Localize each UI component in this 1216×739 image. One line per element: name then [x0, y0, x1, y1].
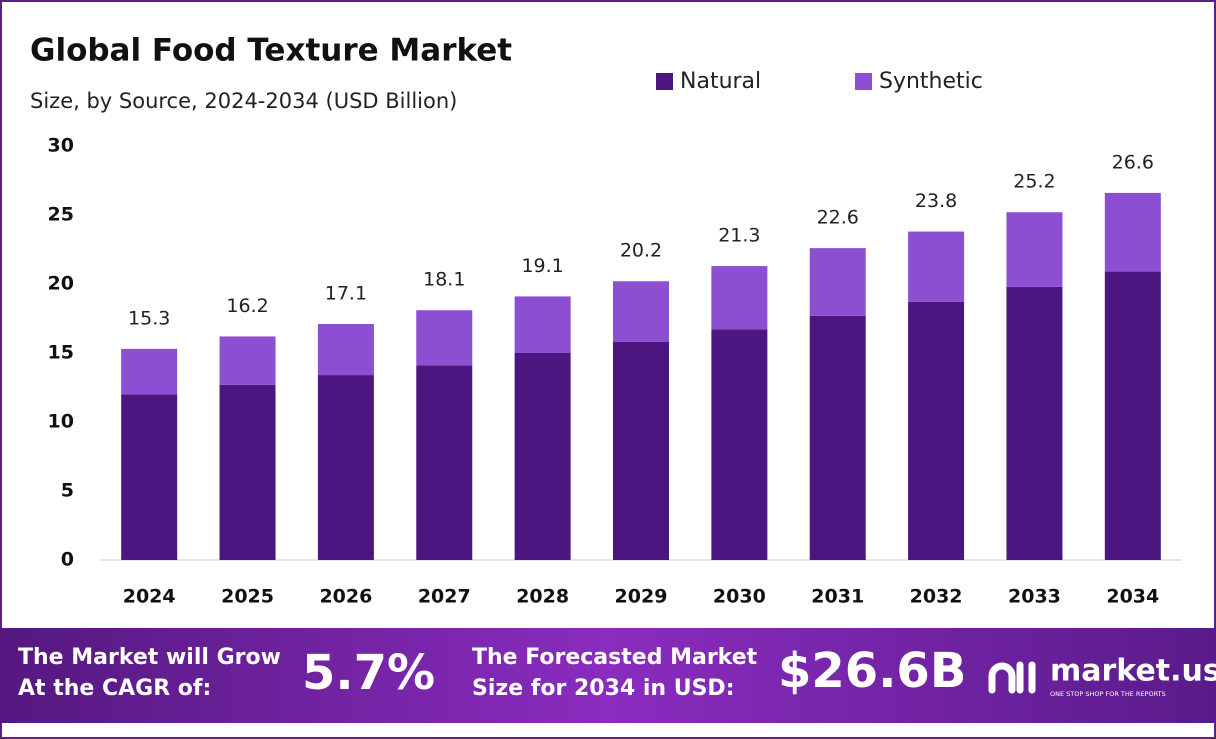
value-label: 18.1: [423, 269, 465, 291]
value-label: 25.2: [1013, 171, 1055, 193]
y-tick-label: 15: [48, 342, 74, 364]
legend-label: Natural: [680, 69, 761, 94]
footer-text: Size for 2034 in USD:: [472, 676, 735, 701]
x-tick-label: 2028: [516, 586, 569, 608]
chart-title: Global Food Texture Market: [30, 33, 512, 69]
logo-icon: [988, 661, 1036, 694]
x-tick-label: 2025: [221, 586, 274, 608]
y-tick-label: 10: [48, 411, 74, 433]
value-label: 23.8: [915, 190, 957, 212]
bar-segment: [809, 248, 866, 316]
bar-segment: [908, 301, 965, 560]
legend-label: Synthetic: [879, 69, 983, 94]
x-tick-label: 2029: [615, 586, 668, 608]
y-tick-label: 25: [48, 204, 74, 226]
bar-segment: [121, 348, 178, 395]
x-tick-label: 2024: [123, 586, 176, 608]
value-label: 15.3: [128, 307, 170, 329]
bar-segment: [317, 375, 374, 560]
value-label: 20.2: [620, 240, 662, 262]
tagline: ONE STOP SHOP FOR THE REPORTS: [1050, 690, 1166, 698]
bar-segment: [711, 266, 768, 330]
footer-text: The Forecasted Market: [472, 645, 758, 670]
bar-segment: [1006, 212, 1063, 287]
value-label: 26.6: [1112, 151, 1154, 173]
value-label: 16.2: [226, 295, 268, 317]
x-tick-label: 2032: [910, 586, 963, 608]
brand: market.us: [1050, 654, 1216, 689]
bar-segment: [416, 310, 473, 366]
x-tick-label: 2034: [1106, 586, 1159, 608]
footer-value: 5.7%: [302, 645, 435, 701]
bar-segment: [416, 365, 473, 560]
x-tick-label: 2031: [811, 586, 864, 608]
legend-swatch: [656, 73, 673, 90]
x-tick-label: 2026: [319, 586, 372, 608]
bar-segment: [613, 341, 669, 560]
x-tick-label: 2033: [1008, 586, 1061, 608]
bar-segment: [1104, 192, 1161, 272]
value-label: 17.1: [325, 283, 367, 305]
bar-segment: [1104, 271, 1161, 560]
bar-segment: [613, 281, 669, 342]
footer-text: The Market will Grow: [18, 645, 281, 670]
footer-value: $26.6B: [778, 643, 966, 699]
y-tick-label: 5: [61, 480, 74, 502]
bar-segment: [711, 329, 768, 560]
x-tick-label: 2030: [713, 586, 766, 608]
bar-segment: [514, 353, 571, 560]
y-tick-label: 0: [61, 549, 74, 571]
x-tick-label: 2027: [418, 586, 471, 608]
bar-segment: [121, 394, 178, 560]
legend-swatch: [855, 73, 872, 90]
bar-segment: [514, 296, 571, 353]
bar-segment: [1006, 286, 1063, 560]
footer-text: At the CAGR of:: [18, 676, 211, 701]
y-tick-label: 30: [48, 135, 74, 157]
chart-subtitle: Size, by Source, 2024-2034 (USD Billion): [30, 89, 457, 113]
value-label: 21.3: [718, 225, 760, 247]
bar-segment: [809, 315, 866, 560]
value-label: 22.6: [817, 207, 859, 229]
value-label: 19.1: [521, 255, 563, 277]
bar-segment: [317, 324, 374, 376]
bar-segment: [219, 384, 276, 560]
y-tick-label: 20: [48, 273, 74, 295]
bar-segment: [908, 231, 965, 302]
bar-segment: [219, 336, 276, 385]
